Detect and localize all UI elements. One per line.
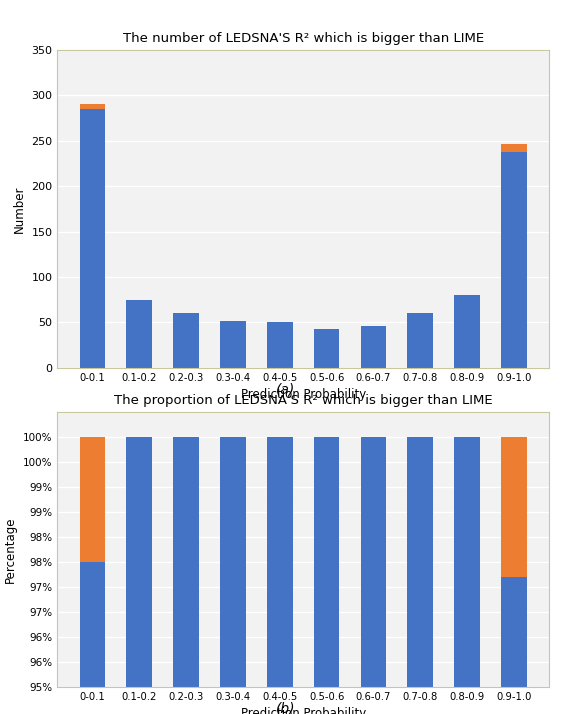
Text: (b): (b) <box>276 701 296 714</box>
Bar <box>80 109 105 368</box>
Bar <box>173 437 199 714</box>
Text: (a): (a) <box>276 382 296 396</box>
Bar <box>80 104 105 109</box>
Bar <box>501 577 527 714</box>
Bar <box>220 437 246 714</box>
Bar <box>80 562 105 714</box>
Title: The proportion of LEDSNA'S R² which is bigger than LIME: The proportion of LEDSNA'S R² which is b… <box>114 393 492 407</box>
Bar <box>501 437 527 577</box>
Bar <box>407 437 433 714</box>
Bar <box>407 313 433 368</box>
Title: The number of LEDSNA'S R² which is bigger than LIME: The number of LEDSNA'S R² which is bigge… <box>122 31 484 45</box>
Bar <box>80 437 105 562</box>
Bar <box>173 313 199 368</box>
Legend: LEDSNA, LIME: LEDSNA, LIME <box>240 438 367 451</box>
Y-axis label: Number: Number <box>13 185 26 233</box>
Y-axis label: Percentage: Percentage <box>4 516 17 583</box>
Bar <box>360 437 386 714</box>
Bar <box>501 151 527 368</box>
Bar <box>220 321 246 368</box>
X-axis label: Prediction Probability: Prediction Probability <box>241 388 366 401</box>
Bar <box>454 437 480 714</box>
Bar <box>126 437 152 714</box>
X-axis label: Prediction Probability: Prediction Probability <box>241 708 366 714</box>
Bar <box>454 295 480 368</box>
Bar <box>267 322 293 368</box>
Bar <box>313 437 339 714</box>
Bar <box>313 328 339 368</box>
Bar <box>267 437 293 714</box>
Bar <box>501 144 527 151</box>
Bar <box>126 300 152 368</box>
Bar <box>360 326 386 368</box>
